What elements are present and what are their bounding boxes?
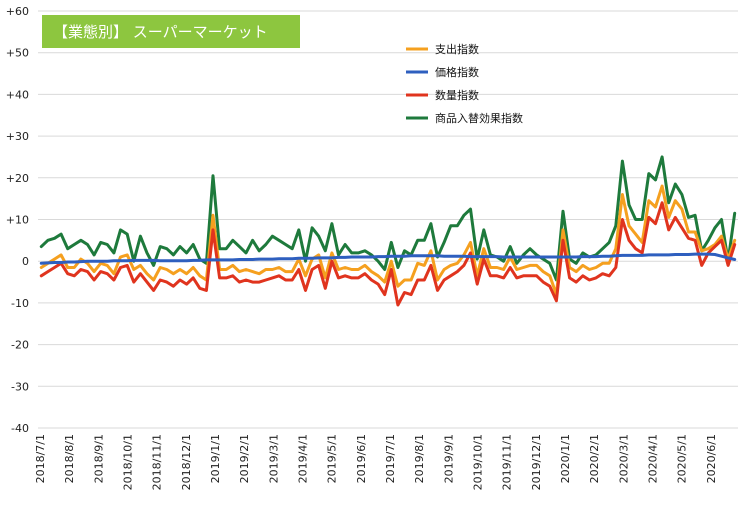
x-tick-label: 2020/2/1 [588, 434, 601, 483]
chart-title-background [42, 15, 300, 48]
x-tick-label: 2018/7/1 [34, 434, 47, 483]
y-tick-label: -20 [11, 339, 29, 352]
y-tick-label: +20 [6, 172, 29, 185]
y-tick-label: +30 [6, 130, 29, 143]
x-tick-label: 2019/9/1 [442, 434, 455, 483]
x-tick-label: 2019/10/1 [472, 434, 485, 490]
y-tick-label: -10 [11, 297, 29, 310]
x-tick-label: 2018/11/1 [151, 434, 164, 490]
x-tick-label: 2019/2/1 [238, 434, 251, 483]
x-tick-label: 2019/12/1 [530, 434, 543, 490]
x-tick-label: 2020/4/1 [647, 434, 660, 483]
chart-title: 【業態別】 スーパーマーケット [53, 23, 268, 41]
x-tick-label: 2019/8/1 [413, 434, 426, 483]
chart-title-box: 【業態別】 スーパーマーケット [42, 15, 300, 48]
x-tick-label: 2019/11/1 [501, 434, 514, 490]
x-axis-ticks: 2018/7/1 2018/8/1 2018/9/1 2018/10/1 2018/11… [34, 434, 718, 490]
y-tick-label: +60 [6, 5, 29, 18]
y-tick-label: +10 [6, 214, 29, 227]
x-tick-label: 2019/7/1 [384, 434, 397, 483]
x-tick-label: 2020/5/1 [676, 434, 689, 483]
x-tick-label: 2019/6/1 [355, 434, 368, 483]
legend-label: 数量指数 [435, 88, 479, 102]
legend-label: 支出指数 [435, 42, 479, 56]
y-tick-label: +40 [6, 88, 29, 101]
x-tick-label: 2019/3/1 [267, 434, 280, 483]
series-line [39, 201, 737, 307]
x-tick-label: 2019/5/1 [326, 434, 339, 483]
x-tick-label: 2019/1/1 [209, 434, 222, 483]
series-lines [39, 155, 737, 307]
x-tick-label: 2020/6/1 [705, 434, 718, 483]
x-tick-label: 2018/9/1 [92, 434, 105, 483]
x-tick-label: 2019/4/1 [297, 434, 310, 483]
x-tick-label: 2020/1/1 [559, 434, 572, 483]
y-axis-ticks: +60 +50 +40 +30 +20 +10 0 -10 -20 -30 -40 [6, 5, 29, 435]
x-tick-label: 2018/12/1 [180, 434, 193, 490]
x-tick-label: 2020/3/1 [617, 434, 630, 483]
x-tick-label: 2018/10/1 [122, 434, 135, 490]
y-tick-label: -40 [11, 422, 29, 435]
y-tick-label: +50 [6, 47, 29, 60]
series-line [39, 184, 737, 297]
y-tick-label: -30 [11, 380, 29, 393]
y-tick-label: 0 [22, 255, 29, 268]
gridlines [38, 10, 738, 429]
x-tick-label: 2018/8/1 [63, 434, 76, 483]
legend-label: 商品入替効果指数 [435, 111, 523, 125]
series-line [39, 252, 737, 265]
legend-label: 価格指数 [435, 65, 479, 79]
